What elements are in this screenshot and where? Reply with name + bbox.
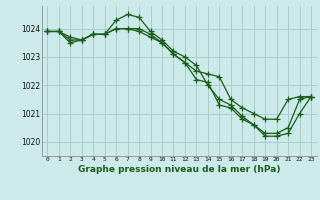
X-axis label: Graphe pression niveau de la mer (hPa): Graphe pression niveau de la mer (hPa)	[78, 165, 280, 174]
